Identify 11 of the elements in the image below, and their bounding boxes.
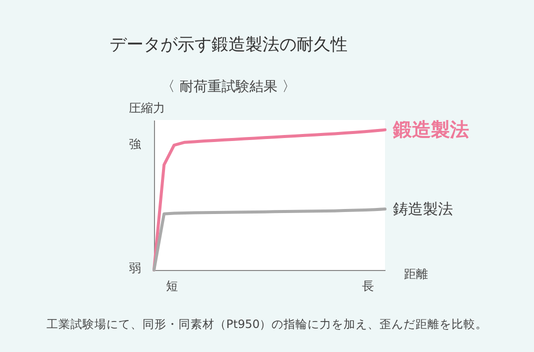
x-axis-title: 距離 <box>404 267 428 281</box>
text: 工業試験場にて、同形・同素材（Pt950）の指輪に力を加え、歪んだ距離を比較。 <box>46 317 488 331</box>
text: 強 <box>129 137 141 151</box>
chart-subtitle: 〈 耐荷重試験結果 〉 <box>161 79 296 95</box>
text: 弱 <box>129 261 141 275</box>
text: 長 <box>362 279 374 293</box>
text: 短 <box>166 279 178 293</box>
series-label: 鍛造製法 <box>392 118 469 141</box>
chart-title: データが示す鍛造製法の耐久性 <box>110 35 348 55</box>
series-label: 鋳造製法 <box>393 200 453 218</box>
y-axis-title: 圧縮力 <box>129 101 165 115</box>
